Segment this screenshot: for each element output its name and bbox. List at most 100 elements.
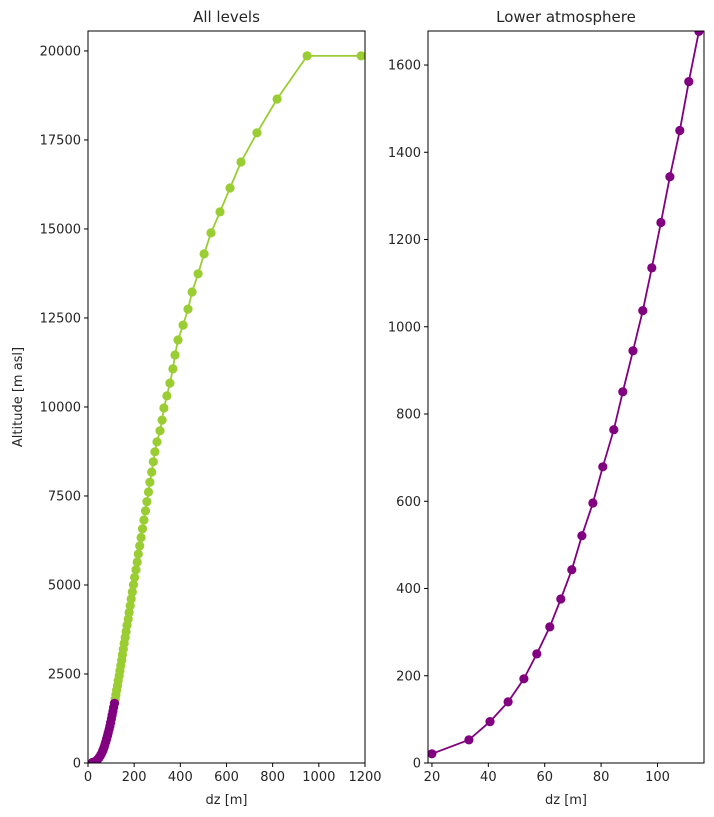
data-point (142, 497, 152, 507)
data-point (135, 541, 145, 551)
lower-atmosphere-y-ticks: 0 200 400 600 800 1000 1200 1400 1600 (388, 59, 428, 772)
data-point (236, 157, 246, 167)
data-point (137, 524, 148, 534)
data-point (131, 565, 141, 575)
y-tick-label: 1400 (388, 146, 421, 161)
y-tick-label: 600 (396, 495, 421, 510)
data-point (609, 425, 619, 435)
data-point (598, 462, 608, 472)
data-point (567, 565, 577, 575)
y-tick-label: 20000 (40, 44, 81, 59)
data-point (125, 601, 135, 611)
data-point (145, 477, 155, 487)
data-point (173, 335, 183, 345)
data-point (675, 125, 685, 136)
all-levels-y-label: Altitude [m asl] (11, 347, 26, 447)
x-tick-label: 200 (122, 770, 147, 785)
data-point (139, 515, 149, 525)
data-point (503, 697, 513, 707)
data-point (252, 128, 262, 138)
series-line (431, 31, 700, 755)
data-point (152, 437, 162, 447)
data-point (272, 94, 282, 104)
data-point (464, 735, 474, 745)
data-point (694, 31, 704, 36)
lower-atmosphere-title: Lower atmosphere (496, 8, 636, 26)
data-point (165, 378, 175, 388)
x-tick-label: 1000 (302, 770, 335, 785)
y-tick-label: 2500 (48, 667, 81, 682)
data-point (215, 207, 225, 217)
lower-atmosphere-x-label: dz [m] (545, 793, 587, 808)
x-tick-label: 400 (168, 770, 193, 785)
data-point (126, 594, 136, 604)
y-tick-label: 5000 (48, 578, 81, 593)
data-point (485, 717, 495, 727)
data-point (178, 320, 188, 330)
lower-atmosphere-data (428, 31, 704, 759)
data-point (157, 415, 167, 425)
y-tick-label: 1600 (388, 59, 421, 74)
lower-atmosphere-axes: Lower atmosphere 20 40 60 80 100 0 200 400 600 8… (388, 8, 705, 808)
series-line (113, 55, 362, 704)
data-point (302, 51, 312, 61)
x-tick-label: 100 (645, 770, 670, 785)
x-tick-label: 0 (84, 770, 92, 785)
all-levels-title: All levels (193, 8, 260, 26)
y-tick-label: 12500 (40, 311, 81, 326)
all-levels-data (88, 51, 365, 763)
y-tick-label: 200 (396, 669, 421, 684)
data-point (162, 391, 172, 401)
data-point (155, 426, 165, 436)
data-point (127, 587, 137, 597)
data-point (577, 531, 587, 541)
data-point (532, 649, 542, 659)
y-tick-label: 17500 (40, 133, 81, 148)
data-point (665, 172, 675, 182)
data-point (588, 498, 598, 508)
all-levels-x-label: dz [m] (205, 793, 247, 808)
y-tick-label: 0 (73, 757, 81, 772)
data-point (109, 698, 120, 708)
data-point (556, 594, 566, 604)
y-tick-label: 400 (396, 582, 421, 597)
data-point (150, 447, 160, 457)
data-point (159, 403, 169, 413)
y-tick-label: 0 (413, 757, 421, 772)
all-levels-x-ticks: 0 200 400 600 800 1000 1200 (84, 763, 382, 785)
all-levels-axes: All levels 0 200 400 600 800 1000 1200 0 2500 50… (11, 8, 382, 808)
data-point (193, 269, 203, 279)
y-tick-label: 7500 (48, 489, 81, 504)
data-point (428, 749, 437, 759)
x-tick-label: 800 (260, 770, 285, 785)
data-point (130, 572, 140, 583)
data-point (638, 306, 648, 316)
x-tick-label: 1200 (348, 770, 381, 785)
x-tick-label: 600 (214, 770, 239, 785)
data-point (684, 77, 694, 87)
data-point (140, 506, 151, 516)
data-point (618, 387, 628, 397)
data-point (206, 228, 216, 238)
x-tick-label: 40 (480, 770, 497, 785)
lower-atmosphere-frame (427, 30, 705, 764)
data-point (136, 532, 146, 543)
data-point (656, 217, 666, 228)
data-point (148, 457, 158, 467)
y-tick-label: 1200 (388, 233, 421, 248)
data-point (199, 249, 209, 259)
x-tick-label: 80 (593, 770, 610, 785)
data-point (628, 346, 638, 356)
x-tick-label: 20 (424, 770, 441, 785)
data-point (133, 549, 143, 559)
lower-atmosphere-x-ticks: 20 40 60 80 100 (424, 763, 670, 785)
all-levels-frame (87, 30, 366, 764)
data-point (545, 622, 555, 632)
data-point (356, 51, 365, 61)
data-point (183, 304, 193, 314)
y-tick-label: 10000 (40, 400, 81, 415)
data-point (132, 557, 142, 567)
data-point (128, 580, 139, 590)
